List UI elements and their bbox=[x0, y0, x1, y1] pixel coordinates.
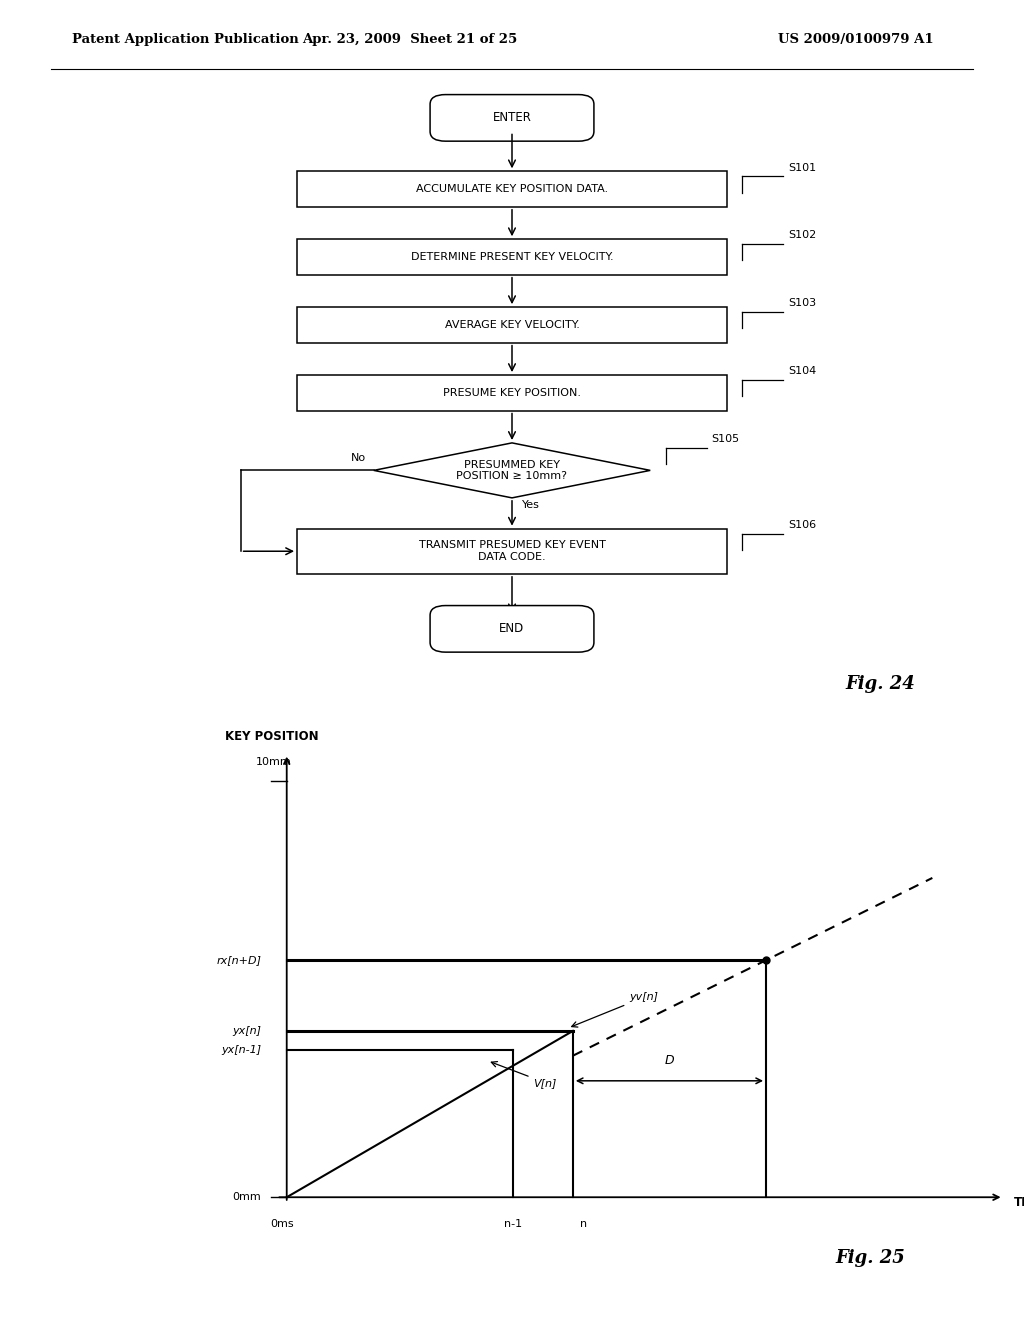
Text: S103: S103 bbox=[788, 298, 816, 309]
Text: n: n bbox=[580, 1220, 587, 1229]
Bar bbox=[297, 172, 727, 207]
Text: Patent Application Publication: Patent Application Publication bbox=[72, 33, 298, 46]
Text: Apr. 23, 2009  Sheet 21 of 25: Apr. 23, 2009 Sheet 21 of 25 bbox=[302, 33, 517, 46]
Bar bbox=[297, 375, 727, 411]
Text: yx[n-1]: yx[n-1] bbox=[221, 1044, 261, 1055]
Text: Yes: Yes bbox=[522, 500, 540, 510]
Text: US 2009/0100979 A1: US 2009/0100979 A1 bbox=[778, 33, 934, 46]
Text: 0mm: 0mm bbox=[232, 1192, 261, 1203]
Text: S106: S106 bbox=[788, 520, 816, 529]
Text: PRESUMMED KEY
POSITION ≥ 10mm?: PRESUMMED KEY POSITION ≥ 10mm? bbox=[457, 459, 567, 482]
Text: Fig. 24: Fig. 24 bbox=[846, 675, 915, 693]
Text: TIME: TIME bbox=[1014, 1196, 1024, 1209]
Text: yx[n]: yx[n] bbox=[232, 1026, 261, 1036]
Text: yv[n]: yv[n] bbox=[571, 993, 658, 1027]
Text: rx[n+D]: rx[n+D] bbox=[216, 956, 261, 965]
Text: D: D bbox=[665, 1053, 674, 1067]
Text: S104: S104 bbox=[788, 366, 817, 376]
Text: S102: S102 bbox=[788, 231, 817, 240]
Text: TRANSMIT PRESUMED KEY EVENT
DATA CODE.: TRANSMIT PRESUMED KEY EVENT DATA CODE. bbox=[419, 540, 605, 562]
FancyBboxPatch shape bbox=[430, 606, 594, 652]
Text: 0ms: 0ms bbox=[269, 1220, 294, 1229]
Text: END: END bbox=[500, 622, 524, 635]
FancyBboxPatch shape bbox=[430, 95, 594, 141]
Text: S105: S105 bbox=[712, 434, 739, 445]
Text: AVERAGE KEY VELOCITY.: AVERAGE KEY VELOCITY. bbox=[444, 319, 580, 330]
Bar bbox=[297, 528, 727, 574]
Text: PRESUME KEY POSITION.: PRESUME KEY POSITION. bbox=[443, 388, 581, 397]
Text: KEY POSITION: KEY POSITION bbox=[225, 730, 318, 743]
Text: ACCUMULATE KEY POSITION DATA.: ACCUMULATE KEY POSITION DATA. bbox=[416, 183, 608, 194]
Text: Fig. 25: Fig. 25 bbox=[836, 1249, 905, 1267]
Text: S101: S101 bbox=[788, 162, 816, 173]
Text: ENTER: ENTER bbox=[493, 111, 531, 124]
Bar bbox=[297, 239, 727, 275]
Bar bbox=[297, 308, 727, 343]
Text: n-1: n-1 bbox=[504, 1220, 522, 1229]
Text: 10mm: 10mm bbox=[256, 758, 292, 767]
Text: DETERMINE PRESENT KEY VELOCITY.: DETERMINE PRESENT KEY VELOCITY. bbox=[411, 252, 613, 261]
Text: V[n]: V[n] bbox=[492, 1061, 557, 1088]
Polygon shape bbox=[374, 444, 650, 498]
Text: No: No bbox=[350, 453, 366, 462]
